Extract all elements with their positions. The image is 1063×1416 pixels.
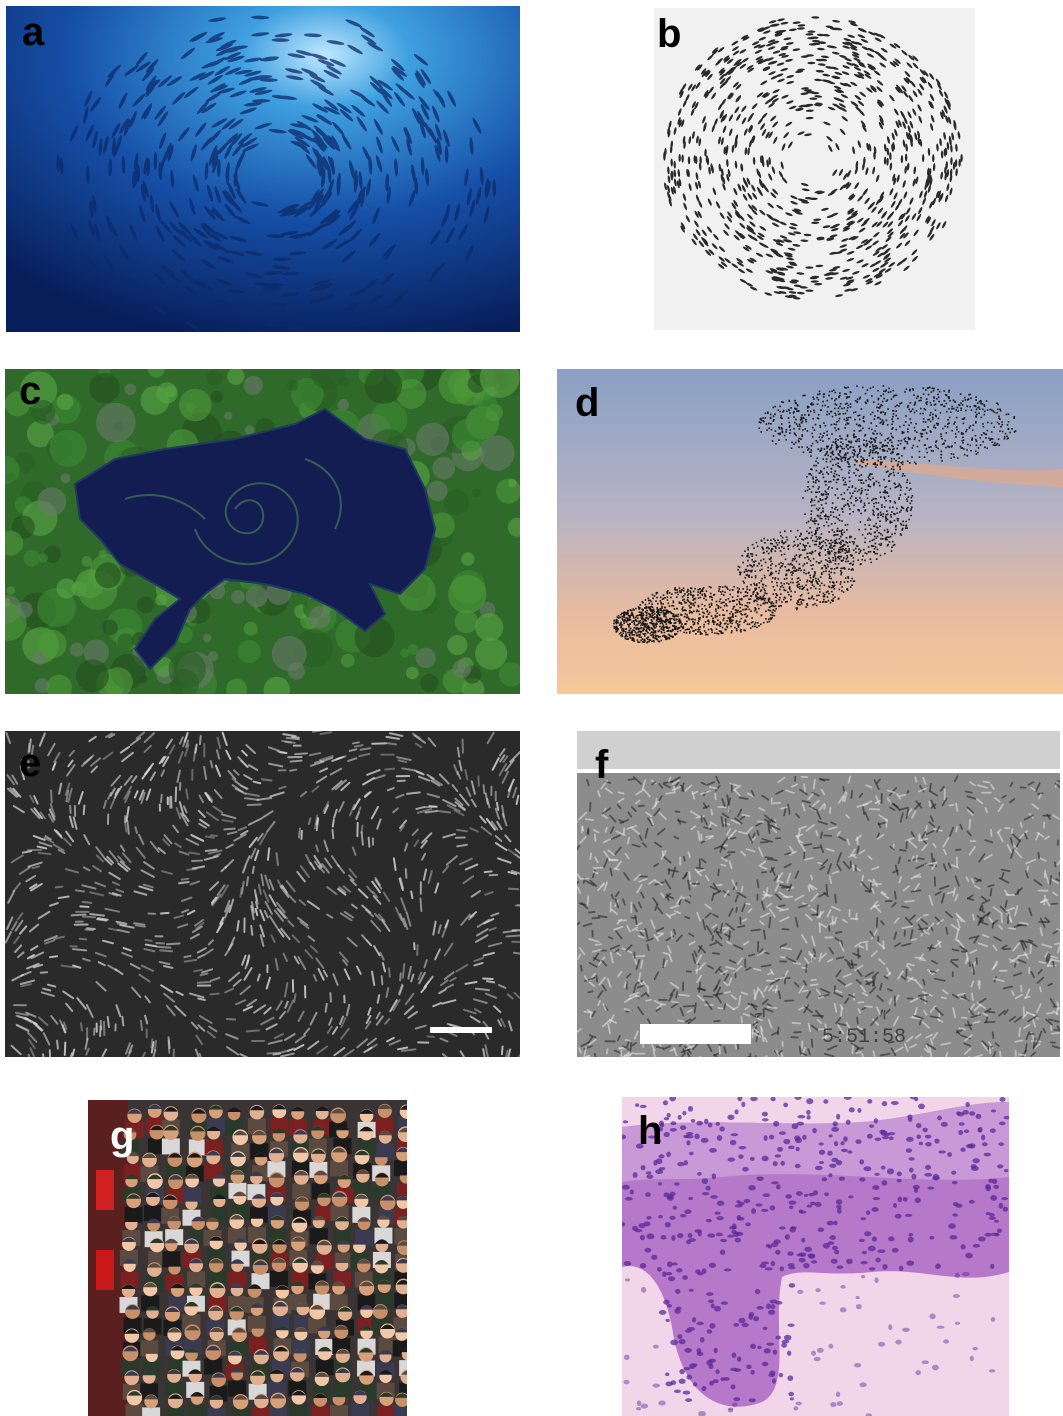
scale-bar (430, 1027, 492, 1033)
panel-label-g: g (110, 1114, 135, 1158)
panel-e-active-turbulence: e (5, 731, 520, 1057)
fish-vortex-photo (6, 6, 520, 332)
panel-h-histology: h (622, 1097, 1009, 1416)
panel-a-fish-vortex: a (6, 6, 520, 332)
murmuration-photo (557, 369, 1063, 694)
fish-mill-image (654, 8, 975, 330)
panel-label-c: c (19, 369, 42, 413)
histology-image (622, 1097, 1009, 1416)
panel-label-e: e (19, 741, 42, 785)
panel-label-a: a (22, 10, 45, 54)
panel-label-d: d (575, 381, 600, 425)
bacteria-micrograph: 5:51:58 (577, 731, 1060, 1057)
panel-label-f: f (595, 743, 609, 787)
panel-label-b: b (657, 12, 682, 56)
turbulence-micrograph (5, 731, 520, 1057)
timestamp: 5:51:58 (822, 1026, 906, 1049)
panel-b-fish-mill: b (654, 8, 975, 330)
scale-bar (640, 1024, 751, 1044)
panel-g-crowd: g (88, 1100, 407, 1416)
panel-f-bacterial-suspension: 5:51:58 f (577, 731, 1060, 1057)
lake-satellite-image (5, 369, 520, 694)
panel-d-bird-murmuration: d (557, 369, 1063, 694)
panel-c-lake-satellite: c (5, 369, 520, 694)
crowd-photo (88, 1100, 407, 1416)
panel-label-h: h (638, 1109, 663, 1153)
